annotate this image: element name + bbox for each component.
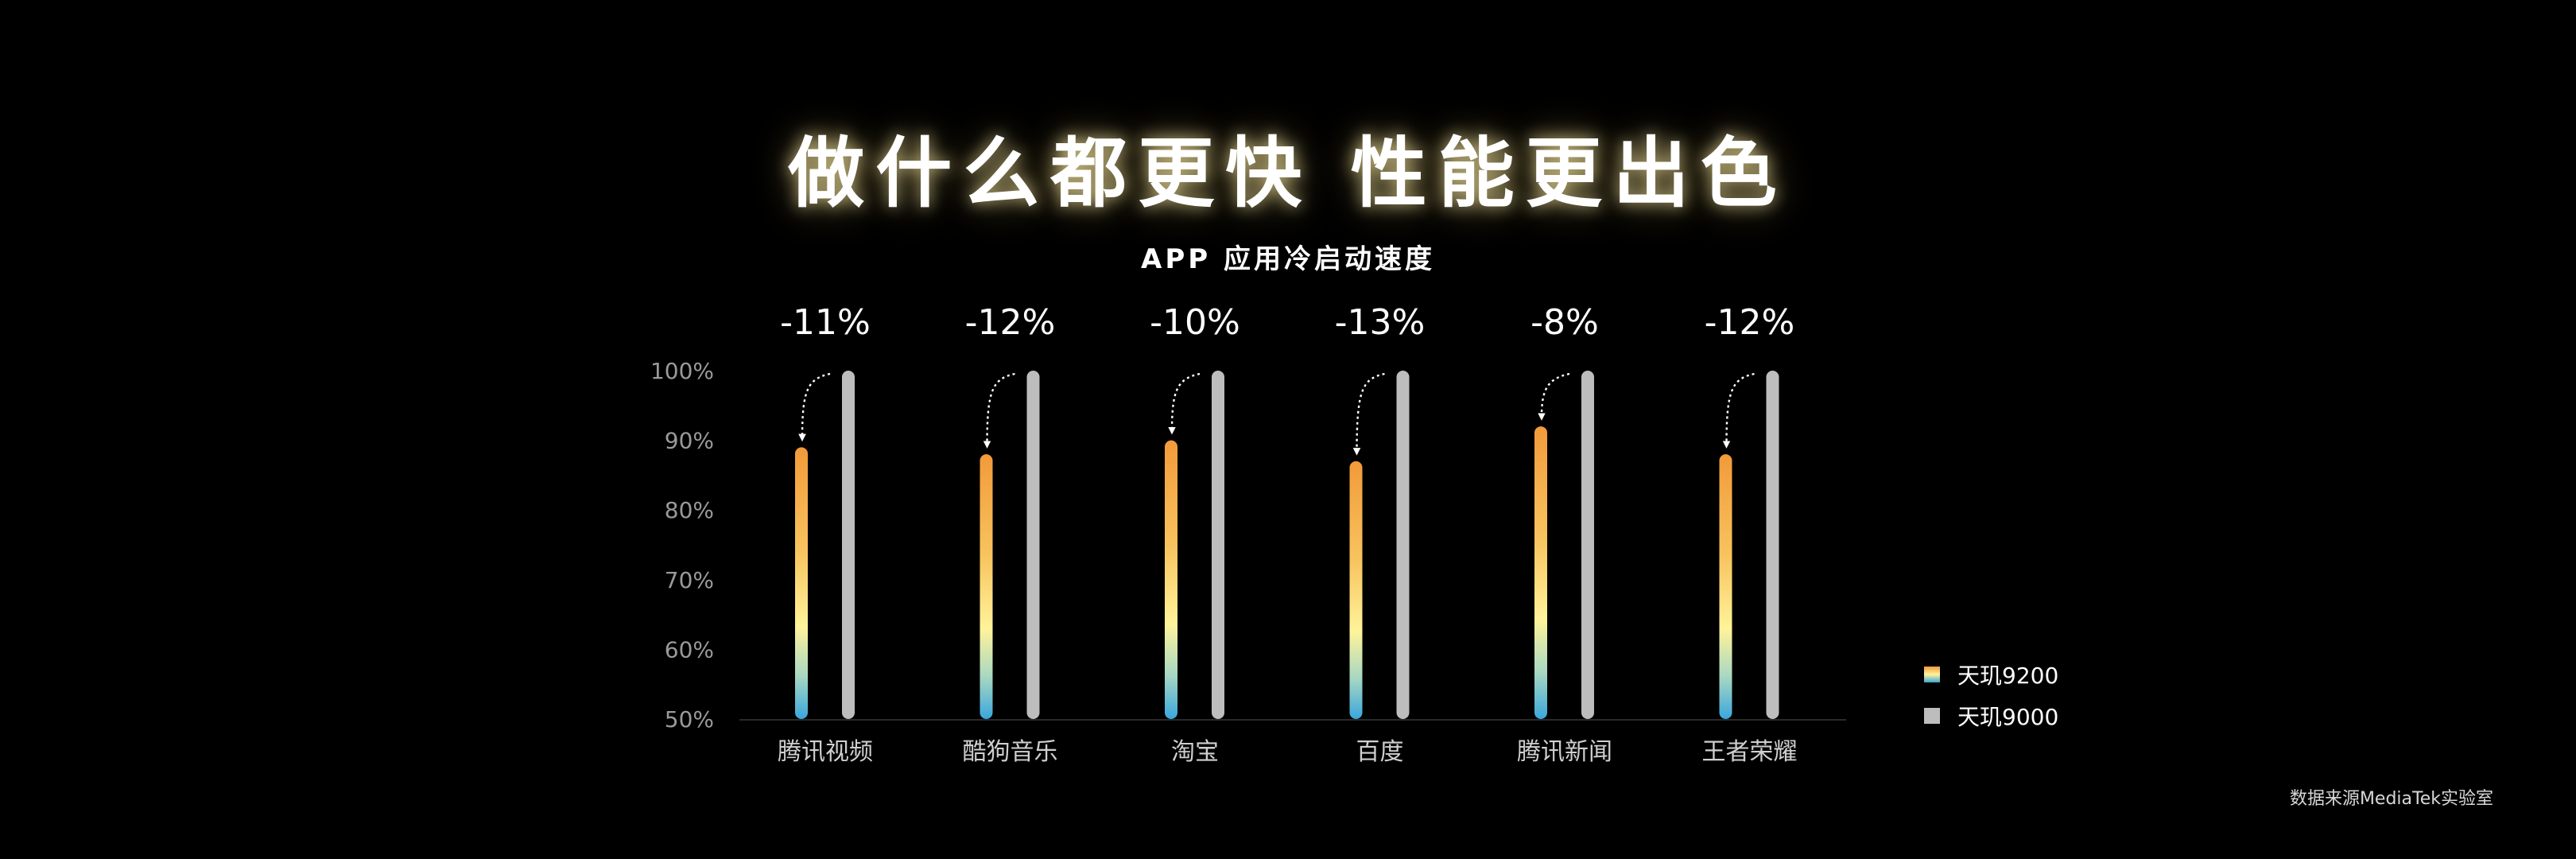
reduction-arrow [1722,372,1755,449]
percent-annotation: -12% [1705,302,1795,343]
x-category-label: 酷狗音乐 [963,738,1058,766]
bar-tianji-9000 [842,371,855,719]
bar-tianji-9000 [1766,371,1779,719]
percent-annotation: -12% [965,302,1056,343]
bar-tianji-9000 [1212,371,1224,719]
y-tick-label: 70% [665,567,714,593]
percent-annotation: -10% [1150,302,1240,343]
legend-swatch-old [1924,708,1940,724]
source-note: 数据来源MediaTek实验室 [2289,789,2493,809]
percent-annotation: -8% [1530,302,1599,343]
bar-tianji-9000 [1396,371,1410,719]
x-category-label: 腾讯新闻 [1517,738,1612,766]
legend-label: 天玑9000 [1957,704,2059,730]
legend-label: 天玑9200 [1957,663,2059,689]
bar-tianji-9000 [1581,371,1594,719]
reduction-arrow [798,372,831,442]
bar-tianji-9200 [980,454,993,719]
bar-tianji-9200 [1719,454,1732,719]
x-category-label: 王者荣耀 [1702,738,1798,766]
page-title: 做什么都更快 性能更出色 [788,129,1788,218]
legend-swatch-new [1924,667,1940,682]
reduction-arrow [983,372,1015,449]
x-category-label: 淘宝 [1171,738,1219,766]
bar-tianji-9000 [1026,371,1040,719]
x-category-label: 腾讯视频 [778,738,873,766]
y-tick-label: 50% [665,706,714,733]
legend-item-old: 天玑9000 [1924,695,2058,737]
reduction-arrow [1538,372,1570,421]
reduction-arrow [1352,372,1385,456]
bar-tianji-9200 [1534,426,1547,719]
percent-annotation: -11% [780,302,871,343]
bar-tianji-9200 [1165,440,1177,719]
percent-annotation: -13% [1335,302,1426,343]
legend-item-new: 天玑9200 [1924,654,2058,695]
y-tick-label: 60% [665,636,714,663]
y-tick-label: 100% [650,358,714,384]
legend: 天玑9200 天玑9000 [1924,654,2058,737]
chart-subtitle: APP 应用冷启动速度 [1141,243,1435,275]
bar-tianji-9200 [795,447,808,719]
reduction-arrow [1168,372,1201,435]
x-category-label: 百度 [1356,738,1404,766]
bar-tianji-9200 [1349,461,1363,719]
y-tick-label: 90% [665,428,714,454]
y-tick-label: 80% [665,497,714,523]
